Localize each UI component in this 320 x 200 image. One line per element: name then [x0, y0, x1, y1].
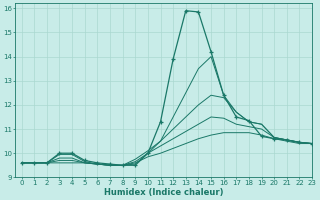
X-axis label: Humidex (Indice chaleur): Humidex (Indice chaleur) — [104, 188, 223, 197]
